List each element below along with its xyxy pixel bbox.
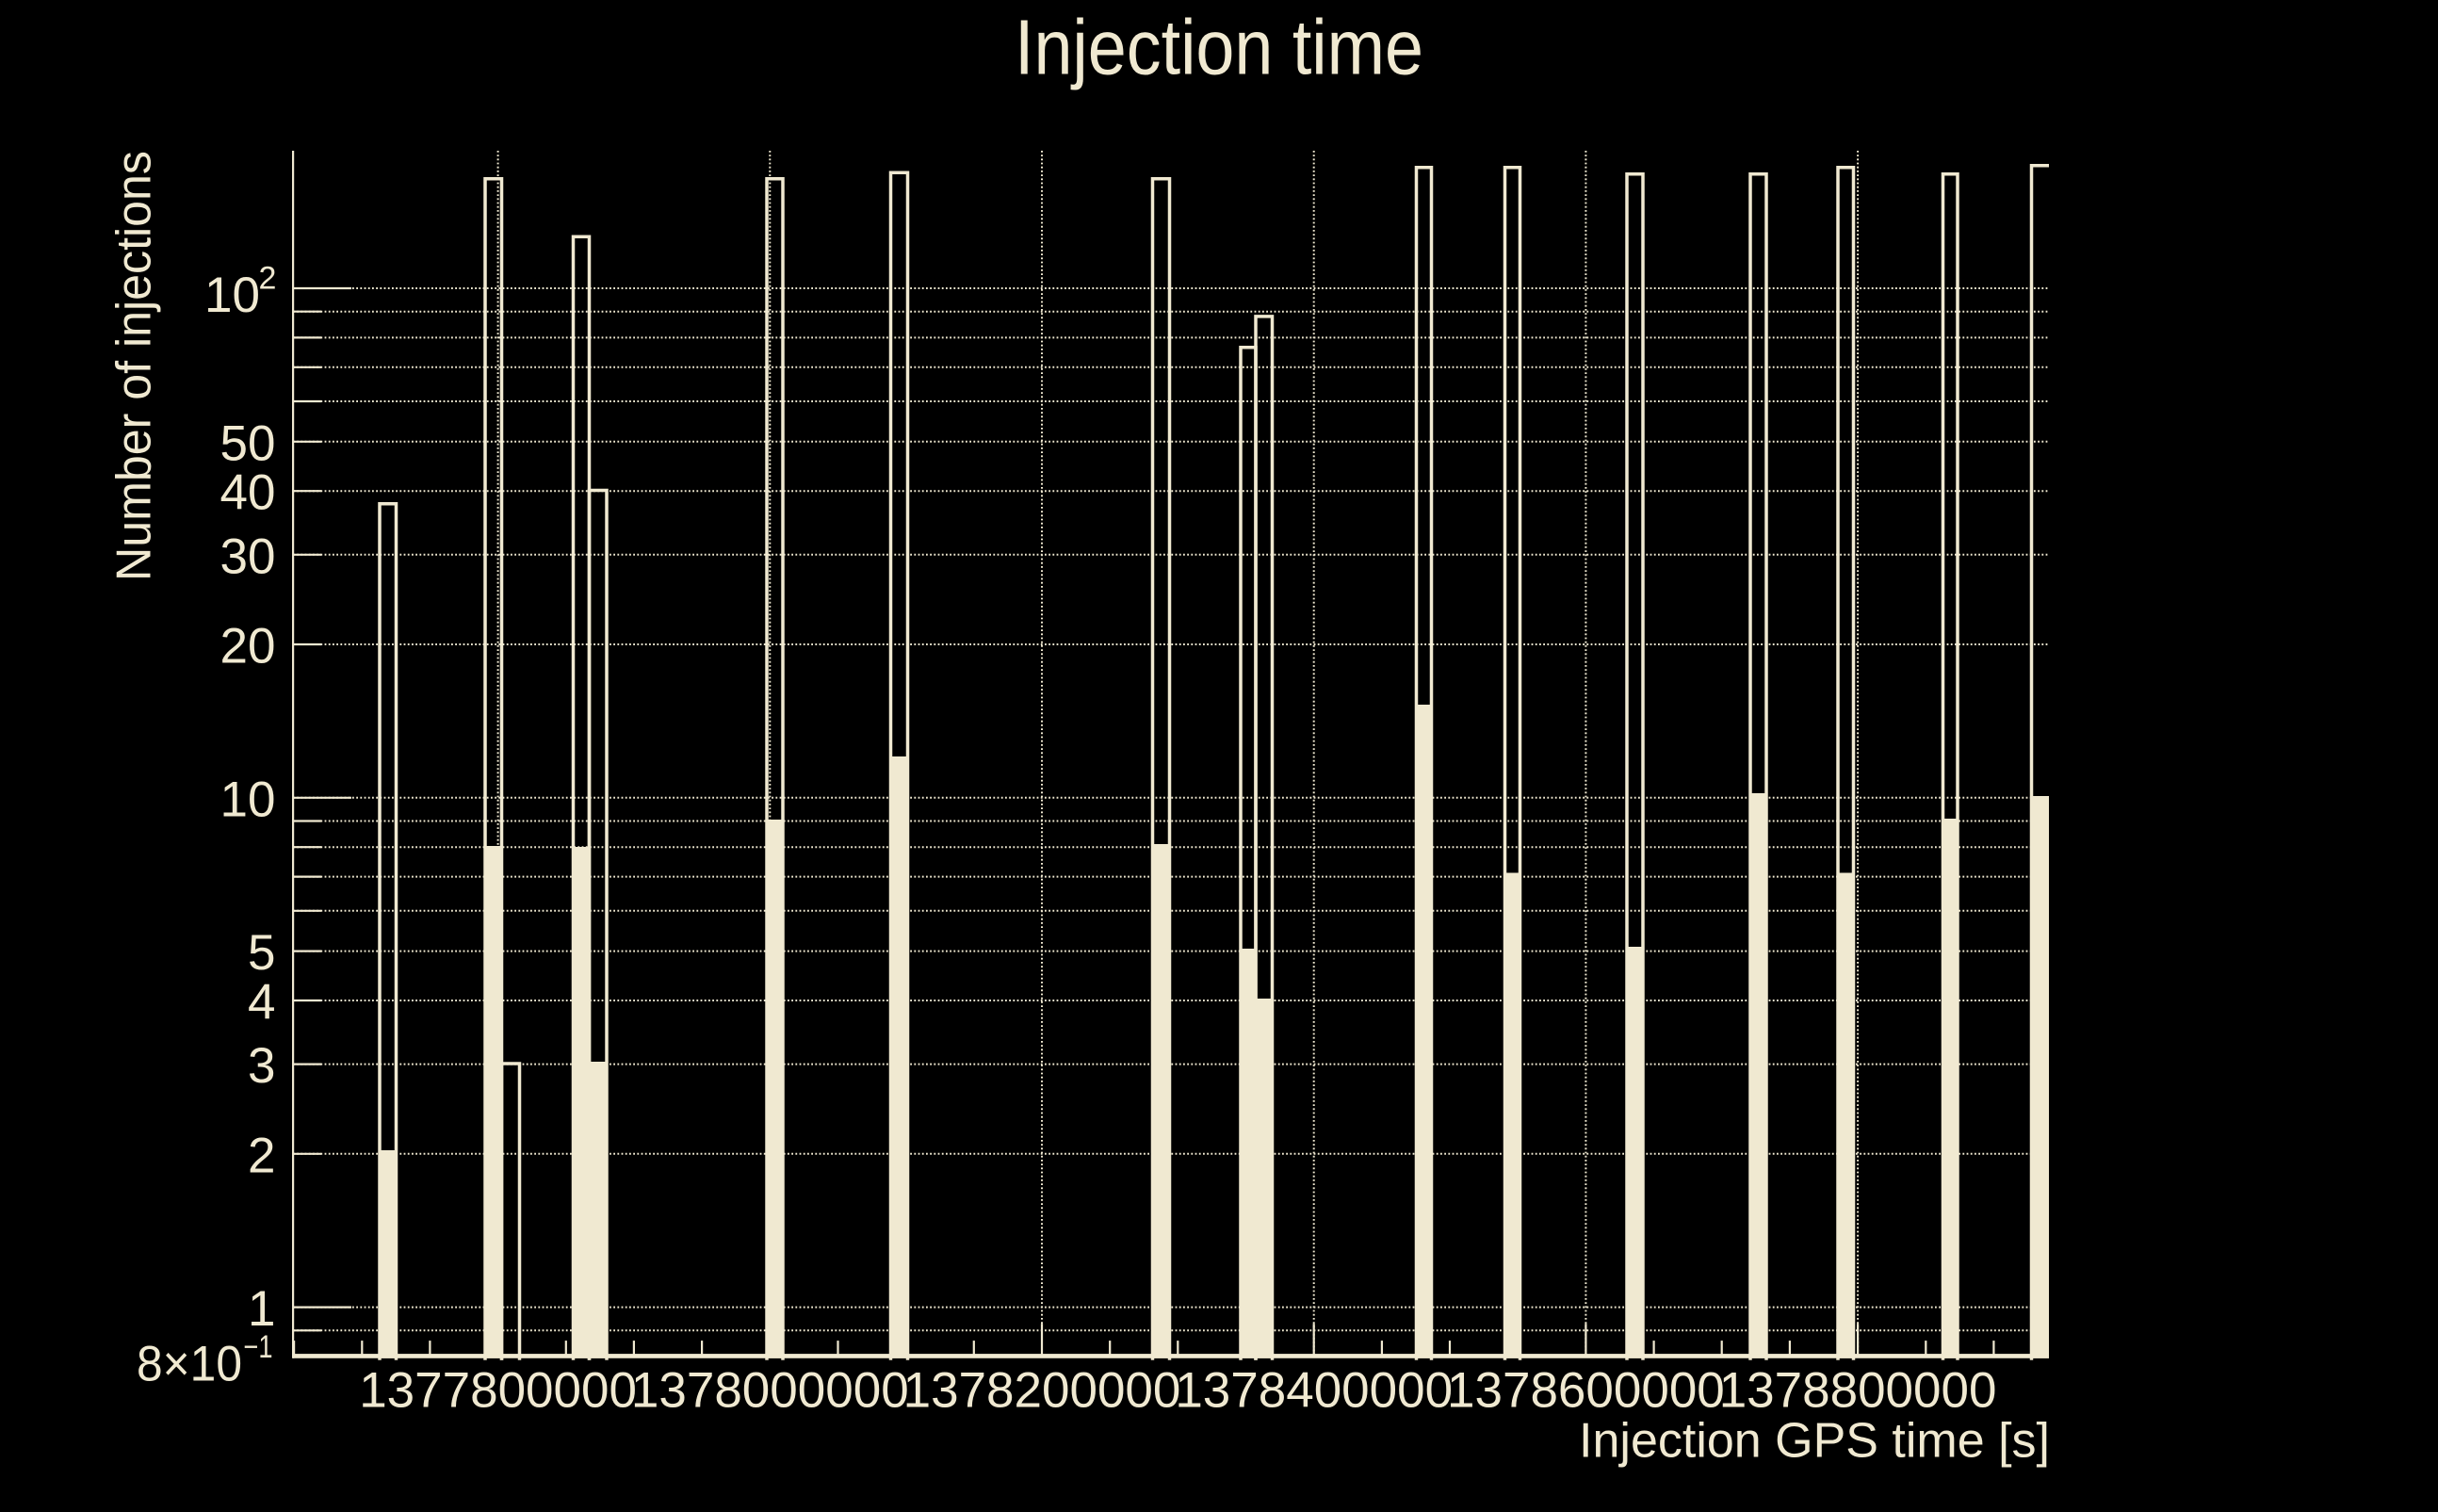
svg-text:50: 50: [220, 415, 276, 471]
svg-text:40: 40: [220, 465, 276, 521]
svg-text:2: 2: [248, 1128, 275, 1183]
svg-text:5: 5: [248, 925, 275, 981]
svg-text:Injection GPS time [s]: Injection GPS time [s]: [1579, 1414, 2050, 1469]
svg-text:Injection time: Injection time: [1015, 4, 1423, 91]
svg-text:1378600000: 1378600000: [1447, 1362, 1725, 1418]
svg-text:1: 1: [248, 1281, 275, 1337]
svg-text:30: 30: [220, 528, 276, 584]
svg-text:10: 10: [220, 772, 276, 827]
svg-text:−1: −1: [244, 1329, 273, 1365]
svg-text:1377800000: 1377800000: [359, 1362, 637, 1418]
svg-text:2: 2: [259, 260, 277, 296]
svg-text:1378000000: 1378000000: [631, 1362, 909, 1418]
svg-text:1378800000: 1378800000: [1719, 1362, 1997, 1418]
svg-text:1378200000: 1378200000: [903, 1362, 1181, 1418]
svg-text:20: 20: [220, 619, 276, 675]
svg-text:Number of injections: Number of injections: [107, 151, 162, 581]
svg-text:10: 10: [204, 268, 260, 323]
svg-text:8×10: 8×10: [137, 1337, 242, 1392]
svg-text:1378400000: 1378400000: [1175, 1362, 1453, 1418]
svg-text:4: 4: [248, 975, 275, 1031]
svg-text:3: 3: [248, 1038, 275, 1094]
